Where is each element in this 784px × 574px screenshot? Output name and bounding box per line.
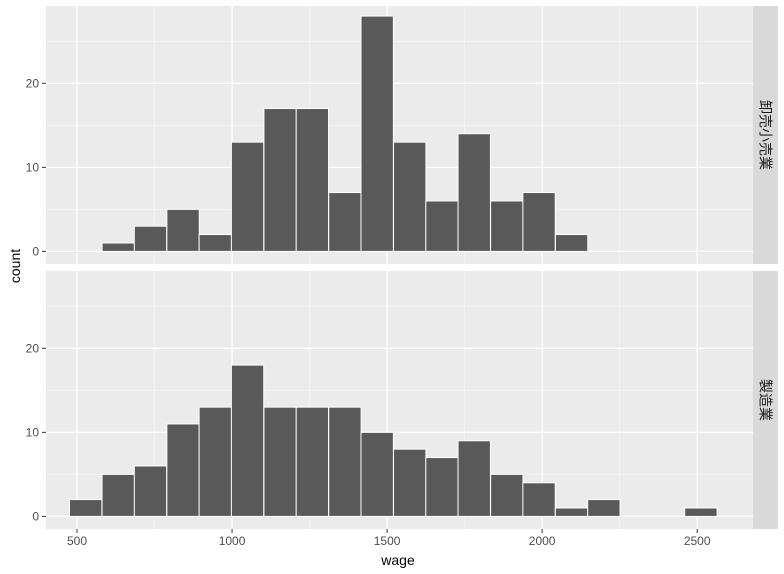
histogram-bar	[490, 473, 524, 517]
histogram-bar	[554, 234, 589, 252]
histogram-bar	[295, 406, 330, 517]
x-axis-title: wage	[380, 552, 415, 568]
histogram-bar	[554, 507, 589, 517]
y-tick-label: 20	[26, 341, 40, 355]
y-axis-title: count	[7, 249, 23, 283]
y-tick-label: 10	[26, 425, 40, 439]
histogram-bar	[263, 108, 297, 252]
histogram-bar	[198, 406, 232, 517]
histogram-bar	[490, 200, 524, 252]
histogram-bar	[393, 448, 427, 517]
facet-strip	[753, 6, 778, 264]
histogram-bar	[166, 423, 200, 517]
histogram-bar	[457, 440, 491, 517]
histogram-bar	[263, 406, 297, 517]
histogram-bar	[360, 15, 394, 252]
y-tick-label: 0	[32, 509, 39, 523]
x-tick-label: 2500	[684, 534, 711, 548]
x-tick-label: 1000	[219, 534, 246, 548]
x-axis: 500 1000 1500 2000 2500	[67, 529, 711, 548]
histogram-bar	[360, 431, 394, 517]
histogram-bar	[230, 364, 265, 517]
histogram-bar	[69, 499, 103, 517]
facet-panel: 0 10 20 卸売小売業	[26, 6, 778, 264]
histogram-bar	[393, 141, 427, 252]
x-tick-label: 2000	[529, 534, 556, 548]
x-tick-label: 1500	[374, 534, 401, 548]
histogram-bar	[328, 406, 362, 517]
histogram-bar	[587, 499, 621, 517]
histogram-bar	[522, 482, 556, 517]
histogram-bar	[328, 192, 362, 252]
x-tick-label: 500	[67, 534, 87, 548]
histogram-bar	[425, 200, 459, 252]
histogram-bar	[166, 208, 200, 252]
histogram-bar	[198, 234, 232, 252]
histogram-bar	[101, 242, 135, 252]
histogram-bar	[133, 225, 168, 252]
facet-panels: 0 10 20 卸売小売業 0 10 20 製造業	[26, 6, 778, 529]
histogram-bar	[684, 507, 718, 517]
histogram-bar	[133, 465, 168, 517]
histogram-bar	[295, 108, 330, 252]
facet-strip-label: 製造業	[758, 379, 774, 421]
facet-strip-label: 卸売小売業	[758, 100, 774, 170]
y-tick-label: 0	[32, 244, 39, 258]
y-tick-label: 10	[26, 160, 40, 174]
facet-panel: 0 10 20 製造業	[26, 271, 778, 529]
y-tick-label: 20	[26, 76, 40, 90]
histogram-bar	[230, 141, 265, 252]
histogram-bar	[101, 473, 135, 517]
histogram-bar	[522, 192, 556, 252]
histogram-bar	[457, 133, 491, 252]
facet-strip	[753, 271, 778, 529]
histogram-bar	[425, 457, 459, 517]
